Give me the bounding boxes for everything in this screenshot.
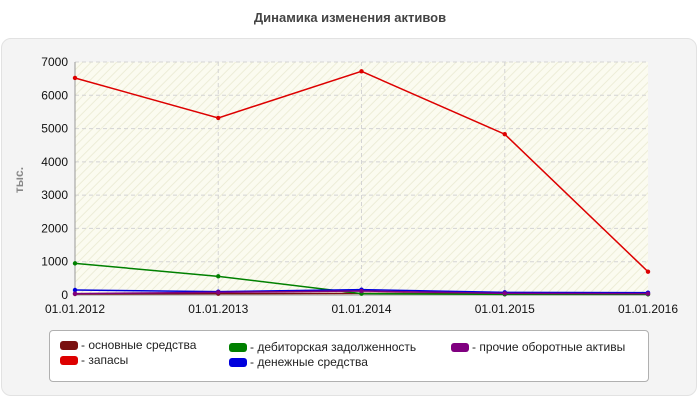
chart-title: Динамика изменения активов [253, 10, 447, 25]
data-point [72, 75, 78, 81]
data-point [645, 269, 651, 274]
legend-label: - денежные средства [250, 355, 368, 369]
data-point [216, 274, 221, 279]
legend-swatch [451, 342, 469, 352]
data-point [645, 291, 651, 296]
y-tick-label: 1000 [41, 255, 68, 269]
legend-item: - дебиторская задолженность [229, 340, 416, 354]
y-tick-label: 6000 [41, 88, 68, 102]
legend-swatch [60, 340, 78, 350]
x-tick-label: 01.01.2014 [331, 302, 391, 316]
data-point [359, 288, 364, 294]
data-point [502, 291, 507, 296]
y-tick-label: 7000 [41, 55, 68, 69]
x-tick-label: 01.01.2013 [188, 302, 248, 316]
y-tick-label: 3000 [41, 188, 68, 202]
y-tick-label: 2000 [41, 221, 68, 235]
y-axis-label: тыс. [12, 166, 26, 194]
legend-swatch [60, 355, 78, 365]
x-tick-label: 01.01.2012 [45, 302, 105, 316]
legend-swatch [229, 357, 247, 367]
x-tick-label: 01.01.2016 [618, 302, 678, 316]
y-tick-label: 5000 [41, 122, 68, 136]
legend-label: - основные средства [81, 338, 197, 352]
y-tick-label: 4000 [41, 155, 68, 169]
x-tick-label: 01.01.2015 [475, 302, 535, 316]
legend-item: - прочие оборотные активы [451, 340, 625, 354]
data-point [72, 261, 78, 266]
data-point [216, 290, 221, 295]
data-point [216, 115, 221, 121]
data-point [502, 132, 507, 137]
legend: - основные средства - запасы - дебиторская… [49, 330, 649, 382]
data-point [359, 69, 364, 74]
legend-item: - денежные средства [229, 355, 368, 369]
legend-label: - прочие оборотные активы [472, 340, 626, 354]
legend-item: - основные средства [60, 338, 196, 352]
legend-label: - запасы [81, 353, 129, 367]
data-point [72, 287, 78, 293]
legend-label: - дебиторская задолженность [250, 340, 417, 354]
legend-item: - запасы [60, 353, 128, 367]
data-point [72, 291, 78, 296]
legend-swatch [229, 342, 247, 352]
y-tick-label: 0 [61, 288, 68, 302]
